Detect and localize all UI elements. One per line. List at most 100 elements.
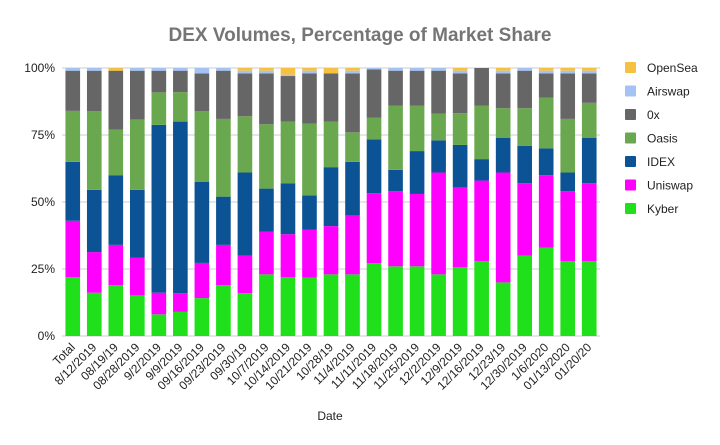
bar-segment-oasis	[431, 113, 446, 141]
bar-segment-kyber	[345, 274, 360, 336]
bar-segment-airswap	[302, 70, 317, 74]
bar-segment-airswap	[366, 68, 382, 70]
bar-segment-kyber	[173, 311, 188, 336]
bar-segment-uniswap	[517, 183, 532, 256]
bar-segment-oasis	[302, 123, 317, 196]
bar-segment-opensea	[560, 68, 576, 71]
bar-segment-uniswap	[538, 175, 554, 248]
bar-segment-0x	[65, 70, 81, 111]
bar-segment-kyber	[108, 285, 124, 336]
legend: OpenSea Airswap 0x Oasis IDEX Uniswap Kyber	[625, 61, 698, 216]
y-tick-label: 0%	[38, 329, 56, 343]
bar-segment-airswap	[86, 68, 102, 71]
bar-segment-oasis	[237, 116, 253, 173]
legend-swatch-uniswap	[625, 179, 636, 191]
bar-segment-uniswap	[560, 191, 576, 261]
x-axis: Total8/12/201908/19/1908/28/20199/2/2019…	[50, 340, 595, 393]
bar-segment-oasis	[151, 92, 167, 125]
bar-segment-0x	[452, 73, 468, 114]
bar-segment-uniswap	[323, 226, 339, 275]
bar-segment-idex	[517, 145, 532, 184]
bar-segment-kyber	[65, 277, 81, 336]
bar-segment-uniswap	[366, 193, 382, 264]
bar-segment-kyber	[560, 260, 576, 336]
bar-segment-airswap	[173, 68, 188, 71]
bar-segment-idex	[409, 151, 425, 194]
bar-segment-uniswap	[130, 257, 145, 296]
bar-segment-idex	[151, 124, 167, 293]
bar-segment-0x	[194, 73, 210, 112]
bar-segment-airswap	[495, 70, 511, 74]
bar-segment-uniswap	[237, 255, 253, 294]
bar-segment-0x	[151, 70, 167, 93]
y-axis: 0% 25% 50% 75% 100%	[24, 61, 55, 343]
bar-segment-uniswap	[474, 180, 489, 261]
bar-segment-kyber	[538, 247, 554, 336]
bar-segment-uniswap	[108, 244, 124, 286]
bar-segment-idex	[538, 148, 554, 176]
bar-segment-oasis	[495, 108, 511, 138]
bar-segment-uniswap	[388, 191, 403, 267]
chart-title: DEX Volumes, Percentage of Market Share	[169, 25, 552, 46]
bar-segment-oasis	[86, 111, 102, 190]
bar-segment-0x	[259, 73, 274, 125]
bar-segment-airswap	[65, 68, 81, 71]
bar-segment-idex	[495, 137, 511, 173]
bar-segment-idex	[108, 175, 124, 245]
bar-segment-uniswap	[173, 293, 188, 312]
bar-segment-idex	[302, 195, 317, 230]
bar-segment-opensea	[345, 68, 360, 71]
bar-segment-idex	[452, 144, 468, 188]
bar-segment-idex	[323, 167, 339, 227]
bar-segment-idex	[366, 139, 382, 194]
bar-segment-0x	[474, 68, 489, 106]
bar-segment-oasis	[65, 110, 81, 162]
y-tick-label: 50%	[31, 195, 55, 209]
bar-segment-uniswap	[151, 292, 167, 315]
bars	[65, 68, 597, 336]
bar-segment-idex	[388, 169, 403, 192]
bar-segment-kyber	[323, 274, 339, 336]
bar-segment-uniswap	[452, 187, 468, 268]
legend-label-airswap: Airswap	[647, 85, 690, 99]
bar-segment-oasis	[388, 105, 403, 170]
bar-segment-kyber	[302, 277, 317, 336]
bar-segment-oasis	[173, 92, 188, 122]
bar-segment-idex	[560, 172, 576, 192]
bar-segment-oasis	[581, 102, 597, 138]
bar-segment-airswap	[280, 74, 296, 77]
bar-segment-0x	[302, 73, 317, 124]
bar-segment-kyber	[409, 266, 425, 336]
bar-segment-0x	[345, 73, 360, 133]
y-tick-label: 25%	[31, 262, 55, 276]
bar-segment-airswap	[151, 68, 167, 71]
legend-label-oasis: Oasis	[647, 132, 678, 146]
bar-segment-airswap	[388, 68, 403, 71]
bar-segment-idex	[259, 188, 274, 232]
bar-segment-kyber	[431, 274, 446, 336]
bar-segment-0x	[409, 70, 425, 106]
bar-segment-opensea	[323, 68, 339, 74]
bar-segment-uniswap	[65, 220, 81, 278]
bar-segment-0x	[560, 73, 576, 119]
legend-swatch-kyber	[625, 203, 636, 214]
bar-segment-airswap	[345, 70, 360, 74]
bar-segment-kyber	[259, 274, 274, 336]
bar-segment-uniswap	[431, 172, 446, 275]
bar-segment-uniswap	[280, 234, 296, 278]
bar-segment-kyber	[216, 285, 231, 336]
bar-segment-kyber	[474, 260, 489, 336]
bar-segment-idex	[237, 172, 253, 256]
bar-segment-0x	[173, 70, 188, 93]
bar-segment-kyber	[495, 282, 511, 336]
bar-segment-oasis	[108, 129, 124, 176]
bar-segment-airswap	[431, 68, 446, 71]
legend-swatch-0x	[625, 109, 636, 120]
bar-segment-airswap	[538, 70, 554, 74]
legend-swatch-oasis	[625, 132, 636, 144]
bar-segment-idex	[431, 140, 446, 173]
bar-segment-kyber	[517, 255, 532, 336]
bar-segment-uniswap	[345, 215, 360, 275]
